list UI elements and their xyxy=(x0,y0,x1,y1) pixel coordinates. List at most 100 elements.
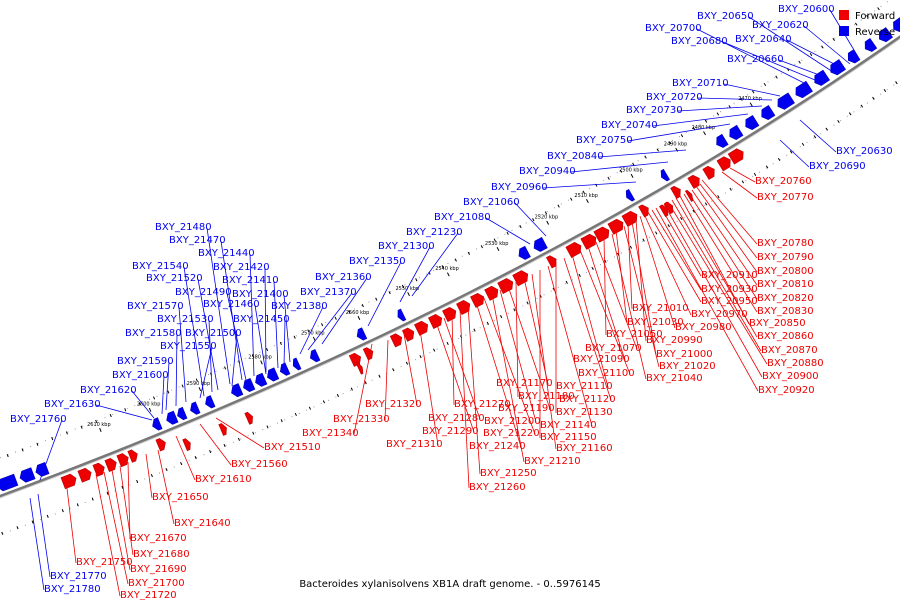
reverse-gene-feature xyxy=(279,362,291,376)
forward-gene-label: BXY_21640 xyxy=(174,518,231,529)
reverse-gene-label: BXY_21350 xyxy=(349,256,406,267)
reverse-gene-label: BXY_21490 xyxy=(175,287,232,298)
reverse-gene-label: BXY_20620 xyxy=(752,20,809,31)
reverse-gene-label: BXY_20720 xyxy=(646,92,703,103)
reverse-gene-label: BXY_20650 xyxy=(697,11,754,22)
reverse-gene-label: BXY_21480 xyxy=(155,222,212,233)
forward-gene-feature xyxy=(546,255,557,269)
forward-gene-label: BXY_21150 xyxy=(540,432,597,443)
backbone-line xyxy=(0,35,900,498)
forward-gene-label: BXY_21240 xyxy=(469,441,526,452)
forward-gene-feature xyxy=(565,242,582,258)
forward-gene-label: BXY_21010 xyxy=(632,303,689,314)
reverse-gene-feature xyxy=(864,37,878,52)
reverse-gene-label: BXY_20690 xyxy=(809,161,866,172)
forward-gene-feature xyxy=(456,300,471,315)
reverse-gene-label: BXY_20680 xyxy=(671,36,728,47)
kbp-tick-label: 2590 kbp xyxy=(187,381,211,387)
forward-gene-label: BXY_21680 xyxy=(133,549,190,560)
reverse-gene-label: BXY_20730 xyxy=(626,105,683,116)
forward-gene-label: BXY_21180 xyxy=(518,391,575,402)
legend: Forward Reverse xyxy=(839,10,895,38)
reverse-gene-label: BXY_20640 xyxy=(735,34,792,45)
forward-gene-label: BXY_20990 xyxy=(646,335,703,346)
reverse-gene-feature xyxy=(231,383,244,398)
kbp-tick-label: 2580 kbp xyxy=(248,354,272,360)
reverse-gene-feature xyxy=(660,168,670,182)
forward-gene-feature xyxy=(621,210,638,227)
forward-gene-label: BXY_21270 xyxy=(454,399,511,410)
reverse-gene-label: BXY_21460 xyxy=(203,299,260,310)
legend-reverse-label: Reverse xyxy=(855,27,895,38)
forward-gene-feature xyxy=(727,148,744,165)
reverse-gene-label: BXY_21580 xyxy=(125,328,182,339)
reverse-gene-label: BXY_21440 xyxy=(198,248,255,259)
forward-gene-label: BXY_20770 xyxy=(757,192,814,203)
forward-gene-feature xyxy=(484,285,499,301)
reverse-gene-label: BXY_21450 xyxy=(233,314,290,325)
forward-gene-label: BXY_20950 xyxy=(701,296,758,307)
reverse-gene-label: BXY_20750 xyxy=(576,135,633,146)
reverse-gene-feature xyxy=(309,349,321,363)
reverse-gene-label: BXY_21540 xyxy=(132,261,189,272)
gene-features xyxy=(0,16,900,492)
forward-gene-feature xyxy=(182,438,191,452)
reverse-gene-feature xyxy=(814,69,830,86)
reverse-gene-label: BXY_21500 xyxy=(185,328,242,339)
reverse-gene-label: BXY_21550 xyxy=(160,341,217,352)
legend-forward-swatch xyxy=(839,10,849,20)
forward-gene-label: BXY_21250 xyxy=(480,468,537,479)
reverse-gene-feature xyxy=(777,92,795,110)
reverse-gene-feature xyxy=(761,104,776,121)
reverse-gene-label: BXY_21620 xyxy=(80,385,137,396)
forward-gene-feature xyxy=(702,165,715,180)
forward-gene-label: BXY_20800 xyxy=(757,266,814,277)
reverse-gene-label: BXY_21520 xyxy=(146,273,203,284)
forward-gene-label: BXY_21310 xyxy=(386,439,443,450)
forward-gene-label: BXY_21330 xyxy=(333,414,390,425)
reverse-gene-feature xyxy=(830,59,846,76)
forward-gene-label: BXY_21070 xyxy=(585,343,642,354)
outer-dotted-track xyxy=(0,0,890,459)
reverse-gene-feature xyxy=(893,16,900,33)
forward-gene-feature xyxy=(716,156,731,172)
forward-gene-label: BXY_20830 xyxy=(757,306,814,317)
forward-gene-feature xyxy=(389,333,403,348)
reverse-gene-feature xyxy=(729,124,744,140)
forward-gene-feature xyxy=(580,233,597,250)
forward-gene-feature xyxy=(355,362,364,375)
forward-gene-feature xyxy=(670,185,681,199)
forward-gene-label: BXY_20790 xyxy=(757,252,814,263)
forward-gene-label: BXY_21700 xyxy=(128,578,185,589)
forward-gene-label: BXY_21510 xyxy=(264,442,321,453)
forward-gene-label: BXY_21650 xyxy=(152,492,209,503)
forward-gene-feature xyxy=(687,174,700,189)
forward-gene-feature xyxy=(470,292,485,308)
reverse-gene-feature xyxy=(19,467,36,483)
forward-gene-feature xyxy=(401,327,415,342)
reverse-gene-feature xyxy=(267,367,280,382)
forward-gene-label: BXY_21560 xyxy=(231,459,288,470)
reverse-gene-label: BXY_20740 xyxy=(601,120,658,131)
forward-gene-feature xyxy=(428,314,443,329)
forward-gene-feature xyxy=(218,423,227,436)
reverse-gene-feature xyxy=(190,401,201,415)
forward-gene-label: BXY_20780 xyxy=(757,238,814,249)
forward-gene-feature xyxy=(60,473,77,490)
forward-gene-label: BXY_21210 xyxy=(524,456,581,467)
kbp-tick-label: 2560 kbp xyxy=(346,310,370,316)
forward-gene-label: BXY_20920 xyxy=(758,385,815,396)
kbp-tick-label: 2500 kbp xyxy=(619,168,643,174)
reverse-gene-feature xyxy=(205,395,216,409)
forward-gene-label: BXY_21040 xyxy=(646,373,703,384)
forward-gene-label: BXY_20760 xyxy=(755,176,812,187)
forward-gene-label: BXY_21340 xyxy=(302,428,359,439)
forward-gene-label: BXY_21290 xyxy=(422,426,479,437)
reverse-gene-feature xyxy=(397,308,407,322)
forward-gene-feature xyxy=(155,438,166,452)
forward-gene-label: BXY_21610 xyxy=(195,474,252,485)
reverse-gene-feature xyxy=(292,357,302,371)
forward-gene-label: BXY_21000 xyxy=(656,349,713,360)
reverse-gene-label: BXY_21060 xyxy=(463,197,520,208)
forward-gene-label: BXY_21090 xyxy=(573,354,630,365)
